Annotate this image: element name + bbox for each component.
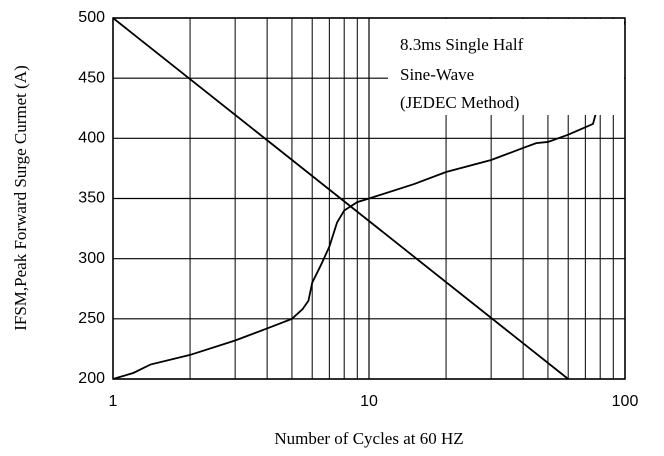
y-tick-label: 450 [78,69,105,86]
y-tick-label: 500 [78,9,105,26]
annotation: Sine-Wave [400,65,474,84]
plot [112,17,626,380]
line [112,21,626,380]
line [112,17,569,380]
y-tick-label: 400 [78,130,105,147]
y-tick-label: 300 [78,250,105,267]
plot-frame [112,17,626,380]
x-tick-label: 100 [612,393,639,410]
annotation-box [388,19,624,115]
x-tick-label: 1 [109,393,118,410]
y-tick-label: 200 [78,370,105,387]
annotation: (JEDEC Method) [400,93,519,112]
x-axis-label: Number of Cycles at 60 HZ [274,429,463,448]
annotation: 8.3ms Single Half [400,35,524,54]
x-tick-label: 10 [360,393,378,410]
y-tick-label: 350 [78,190,105,207]
y-tick-label: 250 [78,310,105,327]
y-axis-label: IFSM,Peak Forward Surge Curmet (A) [11,65,30,331]
